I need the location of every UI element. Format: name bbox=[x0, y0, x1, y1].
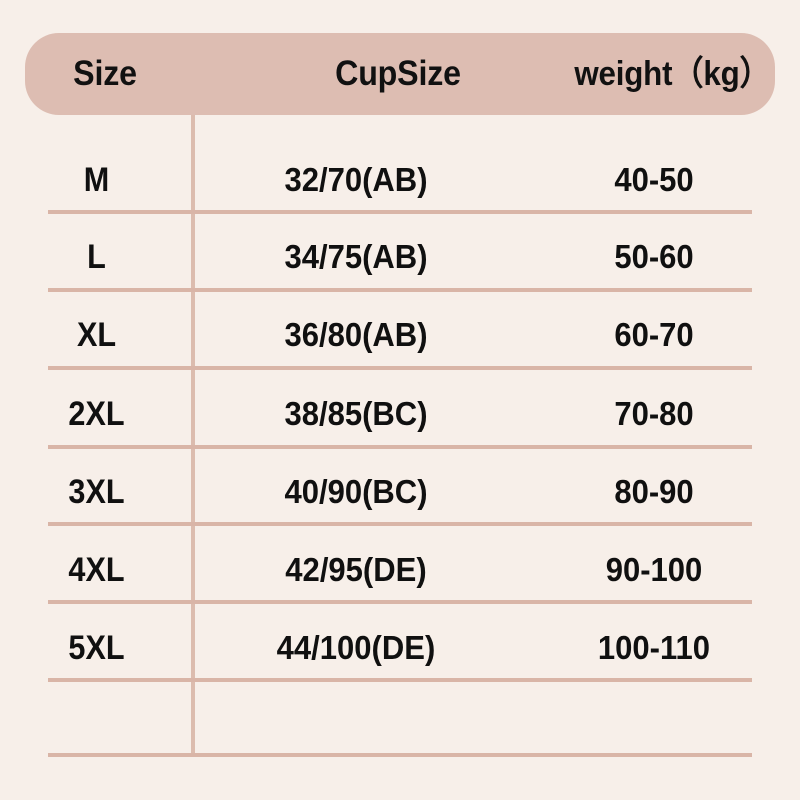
cell-size: L bbox=[87, 237, 106, 276]
table-row: M 32/70(AB) 40-50 bbox=[0, 147, 800, 213]
cell-size: M bbox=[83, 160, 110, 199]
column-divider bbox=[191, 115, 195, 757]
cell-weight: 90-100 bbox=[605, 551, 703, 588]
table-row: L 34/75(AB) 50-60 bbox=[0, 224, 800, 290]
cell-cupsize: 40/90(BC) bbox=[284, 473, 428, 510]
cell-weight: 60-70 bbox=[614, 316, 694, 353]
cell-cupsize: 36/80(AB) bbox=[284, 316, 428, 353]
table-row: 5XL 44/100(DE) 100-110 bbox=[0, 615, 800, 681]
column-header-cupsize: CupSize bbox=[335, 54, 461, 93]
row-separator bbox=[48, 600, 752, 604]
row-separator bbox=[48, 288, 752, 292]
cell-cupsize: 34/75(AB) bbox=[284, 238, 428, 275]
row-separator bbox=[48, 445, 752, 449]
cell-weight: 70-80 bbox=[614, 395, 694, 432]
column-header-weight: weight（kg） bbox=[574, 55, 771, 93]
row-separator bbox=[48, 210, 752, 214]
table-row: 3XL 40/90(BC) 80-90 bbox=[0, 459, 800, 525]
table-row: 4XL 42/95(DE) 90-100 bbox=[0, 537, 800, 603]
cell-weight: 40-50 bbox=[614, 161, 694, 198]
table-header-row: Size CupSize weight（kg） bbox=[25, 33, 775, 115]
table-row: 2XL 38/85(BC) 70-80 bbox=[0, 381, 800, 447]
cell-size: 4XL bbox=[68, 550, 125, 589]
cell-cupsize: 38/85(BC) bbox=[284, 395, 428, 432]
row-separator bbox=[48, 366, 752, 370]
cell-cupsize: 32/70(AB) bbox=[284, 161, 428, 198]
cell-cupsize: 44/100(DE) bbox=[276, 629, 436, 666]
row-separator bbox=[48, 678, 752, 682]
cell-size: 3XL bbox=[68, 472, 125, 511]
cell-weight: 80-90 bbox=[614, 473, 694, 510]
cell-size: 5XL bbox=[68, 628, 125, 667]
row-separator bbox=[48, 522, 752, 526]
table-row: XL 36/80(AB) 60-70 bbox=[0, 302, 800, 368]
cell-weight: 100-110 bbox=[597, 629, 711, 666]
cell-weight: 50-60 bbox=[614, 238, 694, 275]
table-bottom-border bbox=[48, 753, 752, 757]
cell-cupsize: 42/95(DE) bbox=[285, 551, 427, 588]
cell-size: XL bbox=[76, 315, 117, 354]
column-header-size: Size bbox=[73, 54, 137, 93]
cell-size: 2XL bbox=[68, 394, 125, 433]
